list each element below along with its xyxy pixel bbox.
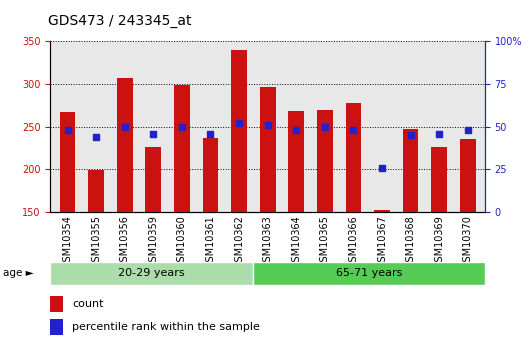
Text: count: count bbox=[72, 299, 103, 309]
Bar bbox=[403, 129, 419, 212]
Point bbox=[435, 131, 444, 136]
Point bbox=[63, 127, 72, 133]
Point bbox=[321, 124, 329, 129]
Point bbox=[378, 165, 386, 170]
Bar bbox=[253, 262, 485, 285]
Point bbox=[263, 122, 272, 128]
Bar bbox=[317, 110, 333, 212]
Text: 20-29 years: 20-29 years bbox=[118, 268, 185, 278]
Bar bbox=[202, 138, 218, 212]
Point bbox=[206, 131, 215, 136]
Bar bbox=[50, 319, 64, 335]
Text: GDS473 / 243345_at: GDS473 / 243345_at bbox=[48, 14, 191, 28]
Text: age ►: age ► bbox=[3, 268, 33, 278]
Point bbox=[120, 124, 129, 129]
Bar bbox=[260, 87, 276, 212]
Point bbox=[407, 132, 415, 138]
Bar bbox=[117, 78, 132, 212]
Bar bbox=[374, 210, 390, 212]
Bar bbox=[231, 50, 247, 212]
Bar bbox=[346, 103, 361, 212]
Bar bbox=[431, 147, 447, 212]
Bar bbox=[288, 110, 304, 212]
Bar bbox=[60, 112, 75, 212]
Point bbox=[349, 127, 358, 133]
Point bbox=[464, 127, 472, 133]
Bar bbox=[50, 262, 253, 285]
Text: percentile rank within the sample: percentile rank within the sample bbox=[72, 322, 260, 332]
Bar bbox=[174, 85, 190, 212]
Point bbox=[149, 131, 157, 136]
Point bbox=[92, 134, 100, 140]
Point bbox=[235, 121, 243, 126]
Text: 65-71 years: 65-71 years bbox=[336, 268, 402, 278]
Bar bbox=[145, 147, 161, 212]
Bar bbox=[50, 296, 64, 312]
Bar bbox=[460, 139, 475, 212]
Point bbox=[178, 124, 186, 129]
Point bbox=[292, 127, 301, 133]
Bar bbox=[88, 170, 104, 212]
